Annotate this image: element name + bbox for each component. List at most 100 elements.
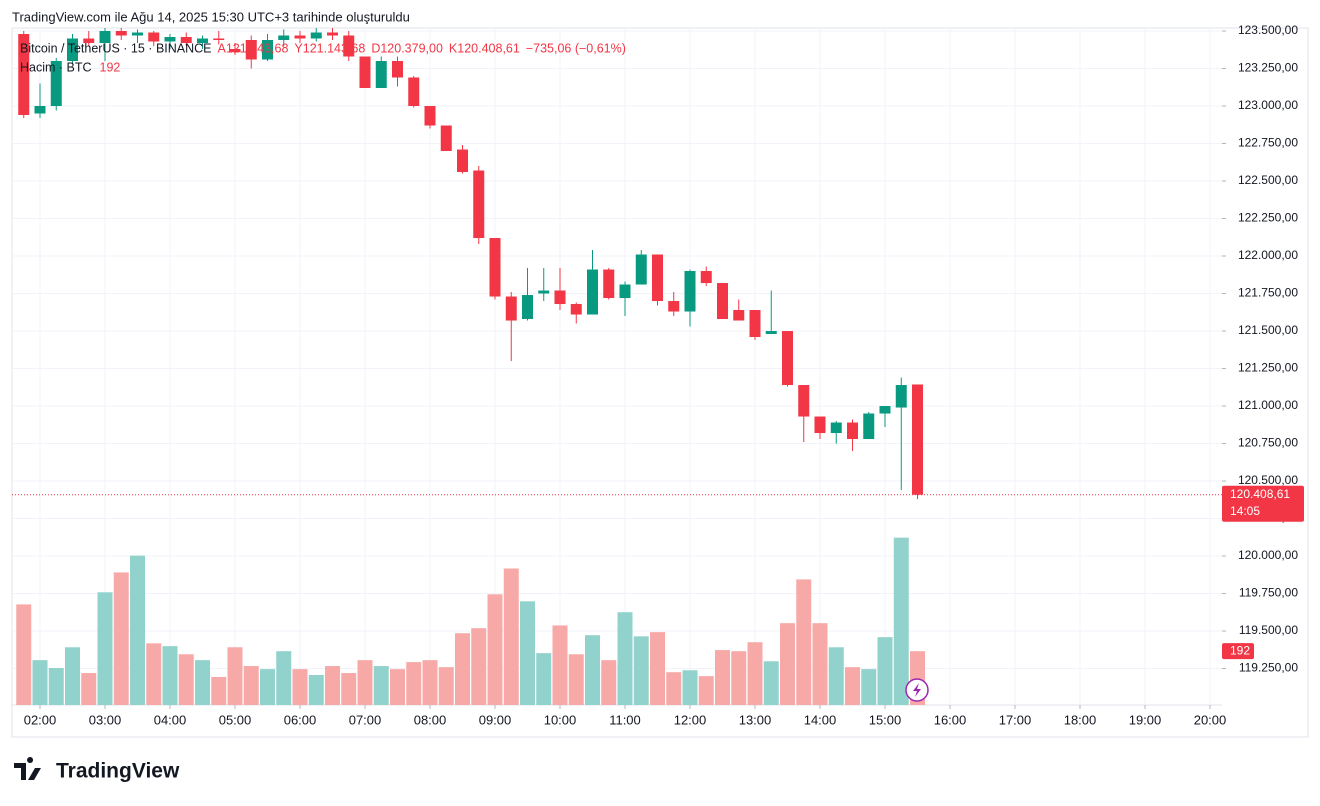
- ohlc-legend-item: Y121.143,68: [294, 41, 365, 55]
- volume-bar: [325, 666, 340, 705]
- candle-body: [197, 38, 208, 44]
- candle-body: [132, 32, 143, 36]
- candle-body: [245, 40, 257, 60]
- volume-bar: [195, 660, 210, 705]
- volume-bar: [130, 555, 145, 705]
- x-tick-label: 16:00: [934, 712, 967, 727]
- candle-body: [782, 331, 793, 386]
- logo-text: TradingView: [56, 760, 180, 783]
- candle-body: [50, 61, 62, 107]
- y-tick-label: 122.000,00: [1238, 248, 1298, 262]
- last-volume-badge: [1222, 643, 1254, 660]
- y-tick-label: 121.250,00: [1238, 361, 1298, 375]
- candle-body: [34, 106, 46, 114]
- candle-body: [619, 284, 631, 299]
- volume-bar: [861, 669, 877, 705]
- candle-body: [522, 295, 533, 320]
- candle-body: [83, 38, 95, 44]
- volume-bar: [487, 594, 503, 705]
- y-tick-label: 119.500,00: [1239, 623, 1298, 637]
- volume-bar: [48, 668, 64, 705]
- candle-body: [863, 413, 875, 440]
- volume-bar: [585, 635, 600, 705]
- grid: [12, 28, 1222, 705]
- volume-bar: [568, 654, 584, 705]
- candle-body: [115, 31, 127, 36]
- candle-body: [278, 35, 290, 41]
- volume-bar: [698, 676, 714, 705]
- x-tick-label: 04:00: [154, 712, 187, 727]
- candle-body: [554, 290, 566, 305]
- event-icon-bolt: [913, 683, 921, 697]
- x-tick-label: 20:00: [1194, 712, 1227, 727]
- candle-body: [457, 149, 468, 173]
- candle-body: [668, 301, 680, 312]
- volume-bar: [617, 612, 633, 705]
- y-tick-label: 120.500,00: [1238, 473, 1298, 487]
- x-tick-label: 12:00: [674, 712, 707, 727]
- volume-bar: [682, 670, 698, 705]
- candle-body: [408, 77, 420, 107]
- x-tick-label: 05:00: [219, 712, 252, 727]
- candle-body: [67, 38, 78, 62]
- caption: TradingView.com ile Ağu 14, 2025 15:30 U…: [12, 9, 410, 24]
- candle-body: [343, 35, 355, 57]
- volume-bar: [341, 673, 357, 705]
- candle-body: [473, 170, 485, 239]
- candle-body: [213, 38, 225, 41]
- y-tick-label: 123.250,00: [1238, 61, 1298, 75]
- volume-bar: [715, 650, 730, 705]
- volume-bar: [390, 669, 405, 705]
- y-tick-label: 120.000,00: [1238, 548, 1298, 562]
- candle-body: [765, 331, 777, 335]
- volume-bar: [845, 667, 860, 705]
- last-price-label: 120.408,61: [1230, 487, 1290, 501]
- y-tick-label: 123.000,00: [1238, 98, 1298, 112]
- volume-bar: [276, 651, 292, 705]
- volume-bar: [601, 660, 617, 705]
- candle-body: [180, 37, 192, 44]
- volume-bar: [763, 661, 779, 705]
- candle-body: [229, 49, 241, 53]
- symbol: Bitcoin / TetherUS · 15 · BINANCE: [20, 41, 212, 55]
- y-tick-label: 122.500,00: [1238, 173, 1298, 187]
- x-tick-label: 03:00: [89, 712, 122, 727]
- volume-bar: [520, 601, 535, 705]
- y-tick-label: 122.250,00: [1238, 211, 1298, 225]
- candle-body: [830, 422, 842, 434]
- candle-body: [310, 32, 322, 39]
- volume-bar: [503, 568, 519, 705]
- candle-body: [749, 310, 761, 338]
- volume-bar: [243, 666, 259, 705]
- y-tick-label: 121.500,00: [1238, 323, 1298, 337]
- y-tick-label: 119.250,00: [1239, 661, 1298, 675]
- volume-bar: [260, 669, 275, 705]
- ohlc-legend-item: −735,06 (−0,61%): [526, 41, 626, 55]
- x-tick-label: 09:00: [479, 712, 512, 727]
- logo: TradingView: [14, 757, 180, 783]
- volume-bar: [796, 579, 812, 705]
- candle-body: [895, 385, 907, 408]
- x-tick-label: 11:00: [609, 712, 641, 727]
- volume-bar: [422, 660, 438, 705]
- volume-bar: [780, 623, 795, 705]
- y-tick-label: 122.750,00: [1238, 136, 1298, 150]
- candle-body: [18, 34, 30, 116]
- candle-body: [587, 269, 598, 315]
- x-tick-label: 08:00: [414, 712, 447, 727]
- candle-body: [505, 296, 517, 321]
- volume-bar: [666, 672, 682, 705]
- candle-body: [733, 310, 745, 321]
- candle-body: [879, 406, 891, 414]
- volume-bar: [828, 647, 844, 705]
- candle-body: [684, 271, 696, 312]
- volume-legend-value: 192: [100, 60, 121, 74]
- volume-bar: [812, 623, 828, 705]
- volume-bar: [162, 646, 178, 705]
- volume-bar: [81, 673, 97, 705]
- x-tick-label: 07:00: [349, 712, 382, 727]
- chart-frame: [11, 27, 1309, 738]
- volume-bar: [113, 572, 129, 705]
- volume-bar: [65, 647, 80, 705]
